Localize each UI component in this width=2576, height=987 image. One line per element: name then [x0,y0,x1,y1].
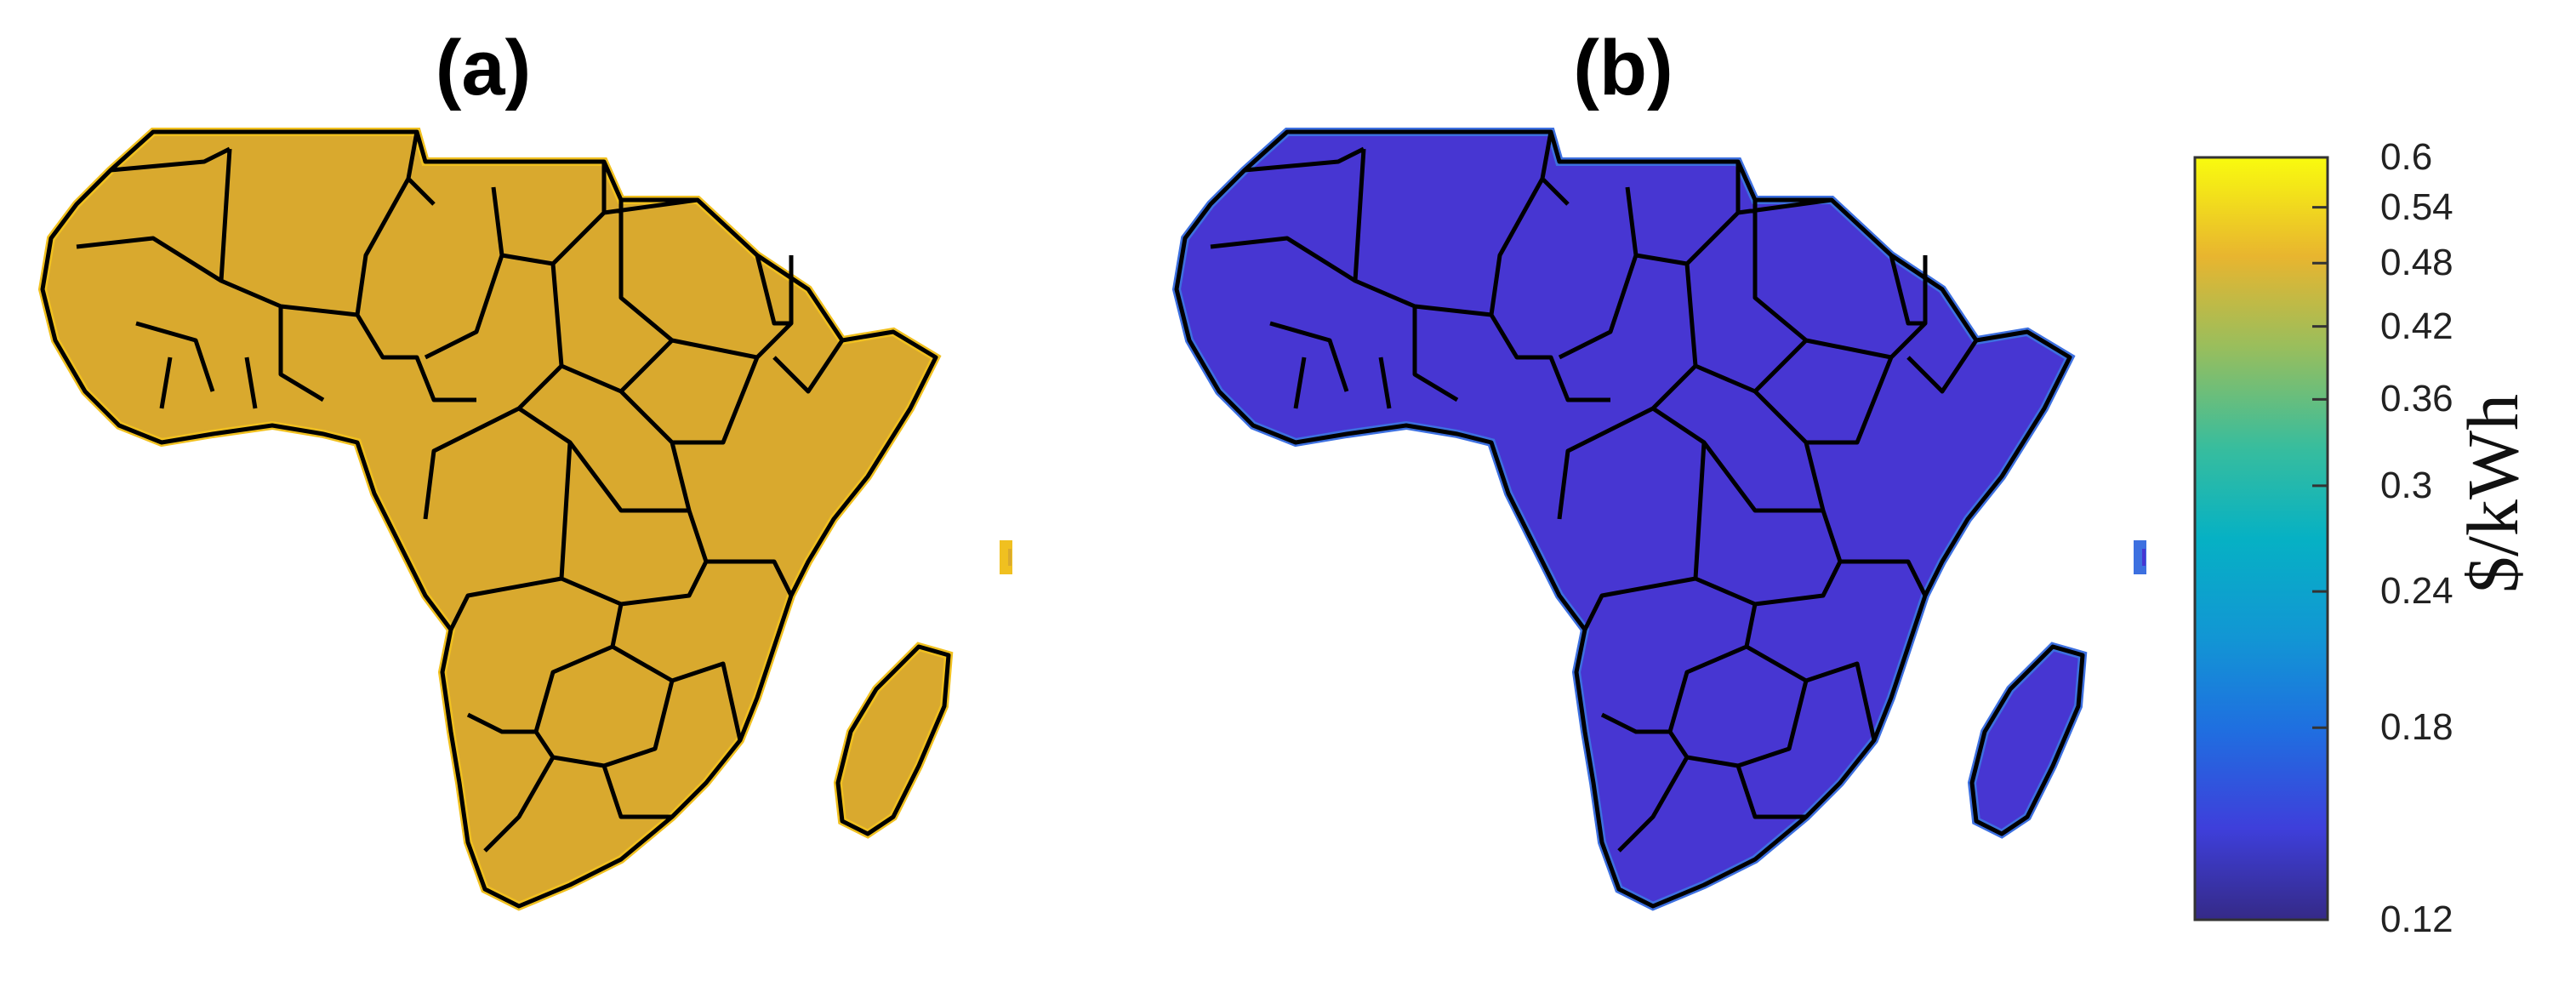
colorbar-tick-label: 0.24 [2380,570,2453,613]
africa-map-b [1171,128,2146,911]
africa-landmass-a [37,128,1012,911]
colorbar-tick-label: 0.3 [2380,464,2433,506]
islet-b [2134,540,2146,574]
country-borders-a [40,129,951,909]
country-borders-b [1174,129,2085,909]
africa-landmass-b [1171,128,2146,911]
continent-fill-b [1171,128,2076,911]
colorbar-tick-label: 0.36 [2380,378,2453,420]
colorbar-tick-label: 0.12 [2380,899,2453,940]
islet-a [1000,540,1012,574]
panel-a-label: (a) [435,25,532,111]
colorbar-gradient [2193,156,2329,921]
panel-b-label: (b) [1573,25,1673,111]
colorbar-tick-label: 0.54 [2380,185,2453,228]
colorbar-unit-text: $/kWh [2452,393,2533,594]
colorbar-svg [2193,156,2329,921]
colorbar [2193,156,2372,926]
colorbar-tick-label: 0.18 [2380,706,2453,749]
colorbar-tick-label: 0.6 [2380,136,2433,178]
africa-map-a [37,128,1012,911]
colorbar-tick-label: 0.48 [2380,242,2453,284]
colorbar-tick-marks [2312,156,2328,921]
colorbar-tick-label: 0.42 [2380,305,2453,347]
continent-fill-a [37,128,942,911]
